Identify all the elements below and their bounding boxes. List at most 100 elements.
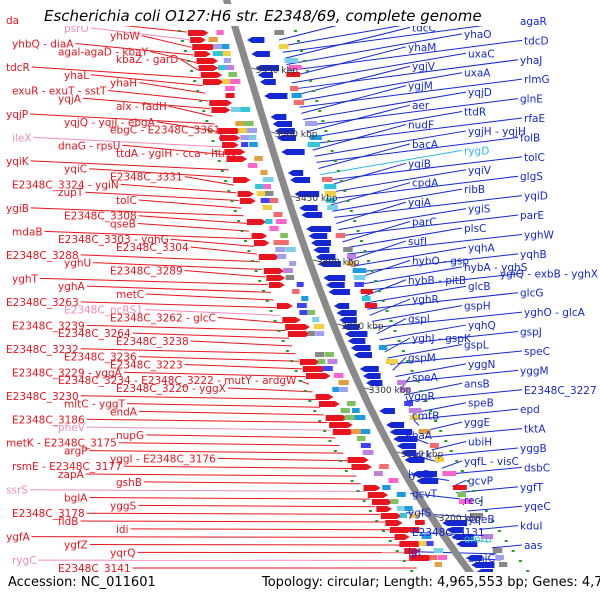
forward-gene-block [239,198,256,204]
left-gene-label: E2348C_3264 [58,328,131,340]
cog-stripe [361,296,371,301]
tick-dot [439,430,443,432]
left-leader-line [180,58,199,71]
reverse-gene-block [400,450,417,456]
right-gene-label: glgS [520,171,543,183]
right-gene-label: yqjD [468,87,492,99]
right-leader-line [336,201,407,225]
kbp-tick-mark [434,515,443,519]
cog-stripe [235,121,246,126]
cog-stripe [217,65,227,70]
forward-gene-block [385,520,403,526]
left-gene-label: zupT [58,187,84,199]
reverse-gene-block [416,478,439,484]
cog-stripe [360,289,373,294]
tick-dot [293,30,297,32]
reverse-gene-block [255,65,280,71]
cog-stripe [492,548,503,553]
reverse-gene-block [379,408,395,414]
cog-stripe [240,135,250,140]
right-gene-label: speC [524,346,550,358]
reverse-gene-block [290,177,311,183]
cog-stripe [495,555,504,560]
left-gene-label: mltC - yggT [64,399,126,411]
cog-stripe [360,443,371,448]
right-gene-label: cpdA [412,178,439,190]
forward-gene-block [217,128,242,134]
left-leader-line [89,497,371,500]
reverse-gene-block [412,471,438,477]
cog-stripe [213,44,221,49]
reverse-gene-block [342,324,360,330]
left-gene-label: pheV [58,422,86,434]
right-gene-label: E2348C_3227 [524,385,597,397]
tick-dot [217,160,221,162]
reverse-gene-block [471,562,495,568]
right-leader-line [384,337,411,353]
tick-dot [313,410,317,412]
left-leader-line [127,403,320,408]
cog-stripe [238,128,249,133]
right-leader-line [314,130,467,157]
left-gene-label: yghU [64,258,91,270]
right-gene-label: gcvT [412,488,438,500]
left-gene-label: ileX [12,132,32,144]
cog-stripe [418,429,431,434]
cog-stripe [263,184,271,189]
tick-dot [406,360,410,362]
cog-stripe [346,254,357,259]
cog-stripe [332,387,340,392]
forward-gene-block [202,79,224,85]
reverse-gene-block [466,555,483,561]
right-leader-line [398,369,519,384]
left-gene-label: bglA [64,493,88,505]
left-leader-line [123,371,306,378]
left-leader-line [184,176,234,186]
reverse-gene-block [323,275,346,281]
right-leader-line [374,311,523,329]
cog-stripe [273,240,285,245]
left-leader-line [120,183,237,194]
forward-gene-block [399,541,423,547]
cog-stripe [385,359,398,364]
cog-stripe [301,296,309,301]
cog-stripe [309,135,322,140]
forward-gene-block [196,58,219,64]
tick-dot [181,40,185,42]
left-leader-line [80,395,317,401]
right-leader-line [392,357,407,371]
left-gene-label: E2348C_3288 [6,250,79,262]
left-gene-label: ttdA - ygiH - cca - htrG [116,148,234,160]
right-gene-label: ribB [464,184,485,196]
cog-stripe [230,79,241,84]
right-gene-label: speB [468,398,494,410]
left-gene-label: E2348C_3229 - yggA [12,367,123,379]
reverse-gene-block [362,373,381,379]
left-leader-line [138,410,324,416]
right-leader-line [348,240,407,261]
tick-dot [328,440,332,442]
right-gene-label: ubiH [468,437,492,449]
tick-dot [220,170,224,172]
right-gene-label: yhaM [408,42,436,54]
right-leader-line [369,298,411,316]
cog-stripe [286,72,301,77]
tick-dot [208,130,212,132]
tick-dot [363,250,367,252]
tick-dot [381,530,385,532]
left-gene-label: E2348C_3239 [12,320,85,332]
cog-stripe [221,44,230,49]
cog-stripe [343,247,353,252]
right-gene-label: folB [520,132,540,144]
left-gene-label: exuR - exuT - sstT [12,85,107,97]
cog-stripe [324,191,336,196]
cog-stripe [354,415,366,420]
kbp-tick-label: 3400 kbp [317,258,360,268]
cog-stripe [265,219,273,224]
tick-dot [434,420,438,422]
right-gene-label: hybO - gsp [412,255,469,267]
tick-dot [315,100,319,102]
right-leader-line [310,117,523,145]
right-leader-line [286,33,463,65]
